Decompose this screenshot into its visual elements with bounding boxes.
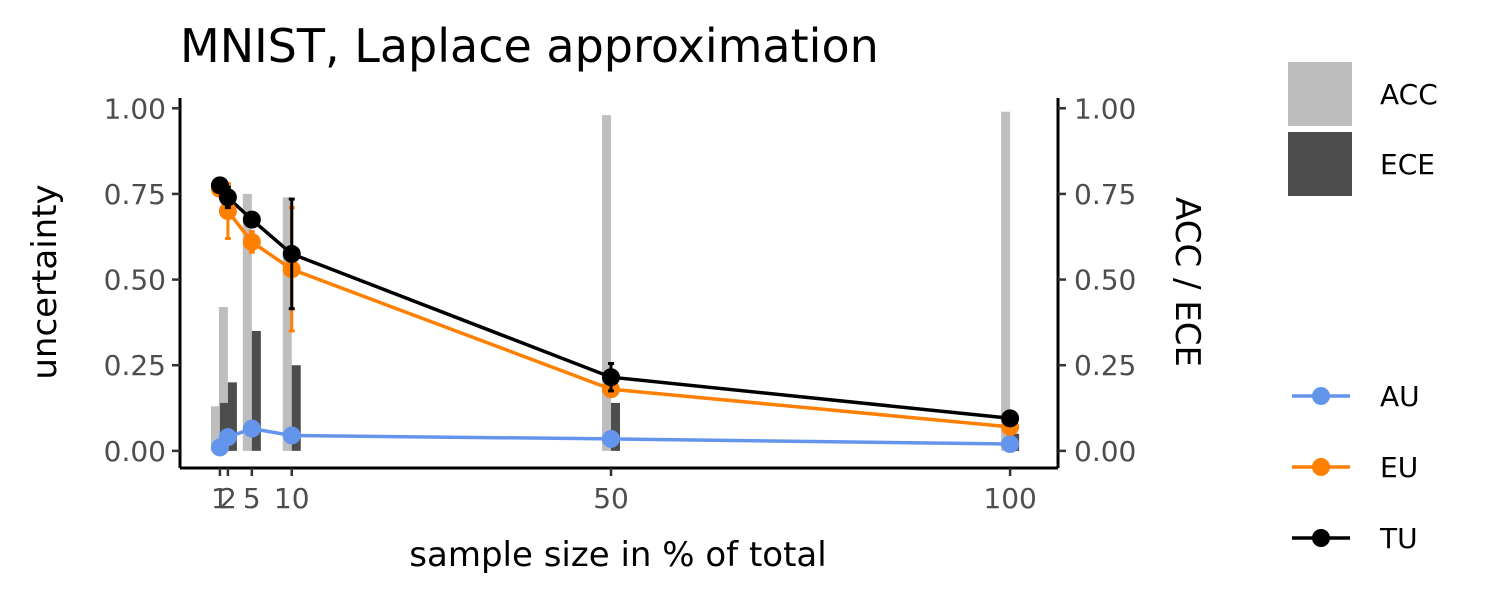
y-tick-label-left-3: 0.75: [104, 178, 166, 211]
bar-acc-4: [602, 115, 612, 451]
lines-layer: [210, 176, 1020, 457]
y-tick-label-left-0: 0.00: [104, 435, 166, 468]
y-tick-label-right-3: 0.75: [1074, 178, 1136, 211]
bar-acc-1: [218, 306, 228, 451]
legend: ACC ECE AU EU TU: [1288, 62, 1438, 555]
point-eu-1: [218, 202, 237, 221]
bar-acc-0: [210, 406, 220, 451]
bar-ece-4: [611, 402, 621, 451]
y-axis-title: uncertainty: [25, 184, 65, 379]
bar-ece-3: [291, 365, 301, 451]
x-tick-label-3: 10: [274, 482, 310, 515]
x-axis-title: sample size in % of total: [409, 535, 826, 575]
bar-acc-5: [1001, 111, 1011, 451]
point-au-4: [602, 429, 621, 448]
x-tick-label-1: 2: [219, 482, 237, 515]
y-tick-label-left-2: 0.50: [104, 264, 166, 297]
bar-ece-1: [227, 382, 237, 451]
legend-marker-au: [1312, 387, 1330, 405]
y-tick-label-right-1: 0.25: [1074, 349, 1136, 382]
y-tick-label-right-0: 0.00: [1074, 435, 1136, 468]
chart-title: MNIST, Laplace approximation: [180, 19, 879, 73]
point-eu-2: [242, 232, 261, 251]
legend-label-acc: ACC: [1380, 78, 1438, 111]
legend-label-ece: ECE: [1380, 148, 1435, 181]
legend-marker-eu: [1312, 458, 1330, 476]
x-tick-label-2: 5: [243, 482, 261, 515]
bar-acc-3: [282, 197, 292, 451]
bars-layer: [210, 111, 1020, 451]
legend-label-au: AU: [1380, 380, 1420, 413]
point-au-2: [242, 419, 261, 438]
point-au-3: [282, 426, 301, 445]
bar-ece-0: [219, 402, 229, 451]
x-tick-label-5: 100: [983, 482, 1036, 515]
y-tick-label-right-4: 1.00: [1074, 92, 1136, 125]
point-tu-1: [218, 188, 237, 207]
point-au-1: [218, 428, 237, 447]
point-tu-5: [1001, 409, 1020, 428]
bar-ece-2: [251, 330, 261, 451]
point-au-5: [1001, 435, 1020, 454]
point-tu-4: [602, 368, 621, 387]
legend-swatch-acc: [1288, 62, 1352, 126]
legend-swatch-ece: [1288, 132, 1352, 196]
y-tick-label-left-4: 1.00: [104, 92, 166, 125]
point-tu-2: [242, 210, 261, 229]
axes-layer: 0.00 0.00 0.25 0.25 0.50 0.50 0.75 0.75 1.00 1.00…: [104, 92, 1137, 515]
bar-acc-2: [242, 193, 252, 451]
legend-marker-tu: [1312, 529, 1330, 547]
y-tick-label-right-2: 0.50: [1074, 264, 1136, 297]
y-tick-label-left-1: 0.25: [104, 349, 166, 382]
y-axis-right-title: ACC / ECE: [1167, 197, 1207, 367]
x-tick-label-4: 50: [593, 482, 629, 515]
point-tu-3: [282, 244, 301, 263]
x-tick-label-0: 1: [211, 482, 229, 515]
legend-label-eu: EU: [1380, 451, 1418, 484]
legend-label-tu: TU: [1379, 522, 1418, 555]
